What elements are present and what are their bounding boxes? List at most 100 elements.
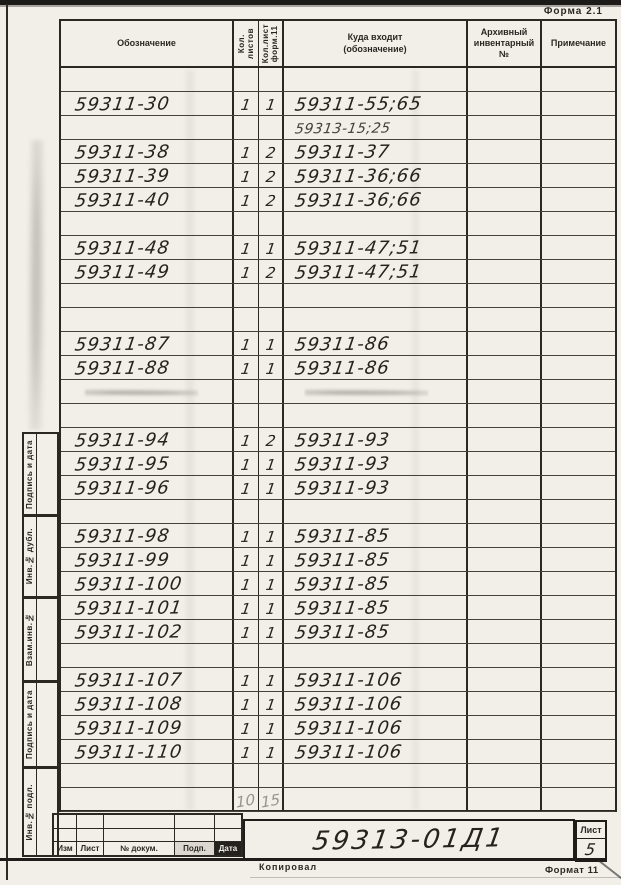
handwritten-value: 59311-49 (73, 261, 172, 284)
cell-included-in: 59311-47;51 (284, 260, 468, 284)
handwritten-value: 1 (239, 143, 253, 163)
cell-archive-number (468, 668, 542, 691)
cell-note (542, 68, 615, 91)
handwritten-value: 1 (239, 167, 253, 187)
cell-included-in (284, 764, 468, 787)
form-number-label: Форма 2.1 (543, 6, 603, 17)
cell-included-in (284, 644, 468, 667)
handwritten-value: 59311-110 (73, 741, 184, 764)
cell-included-in (284, 308, 468, 331)
table-row: 59311-98 1 1 59311-85 (61, 524, 615, 548)
handwritten-value: 1 (264, 575, 277, 595)
cell-designation: 59311-99 (61, 548, 234, 571)
cell-sheets-f11: 2 (259, 140, 284, 163)
cell-sheets-f11: 2 (259, 188, 284, 211)
table-row: 59311-100 1 1 59311-85 (61, 572, 615, 596)
cell-sheets-count: 1 (234, 716, 259, 739)
cell-designation: 59311-88 (61, 356, 234, 379)
cell-sheets-f11: 1 (259, 356, 284, 379)
cell-included-in (284, 788, 468, 811)
title-block-sheet-cell: Лист 5 (575, 820, 607, 862)
strip-label-cell: Взам.инв.№ (24, 599, 37, 680)
handwritten-value: 1 (239, 599, 253, 619)
cell-included-in: 59311-47;51 (284, 236, 468, 260)
cell-archive-number (468, 548, 542, 571)
table-row: 59313-15;25 (61, 116, 615, 140)
handwritten-value: 2 (264, 263, 277, 283)
cell-note (542, 236, 615, 259)
strip-label-cell: Инв.№ подл. (24, 769, 37, 855)
format-label: Формат 11 (545, 865, 599, 876)
cell-included-in: 59311-85 (284, 620, 468, 643)
handwritten-value: 59311-88 (73, 357, 172, 380)
cell-sheets-count (234, 212, 259, 235)
strip-section-inv-dubl: Инв.№ дубл. (22, 515, 59, 598)
cell-included-in: 59311-106 (284, 716, 468, 740)
handwritten-value: 1 (239, 623, 253, 643)
cell-included-in (284, 284, 468, 307)
cell-sheets-f11: 1 (259, 452, 284, 475)
cell-sheets-count: 1 (234, 596, 259, 619)
table-row (61, 284, 615, 308)
table-row: 59311-49 1 2 59311-47;51 (61, 260, 615, 284)
cell-note (542, 116, 615, 139)
table-header-row: Обозначение Кол. листов Кол.лист форм.11… (61, 21, 615, 68)
scan-bottom-artifact (250, 877, 621, 878)
revision-empty-row (54, 815, 241, 829)
cell-archive-number (468, 116, 542, 139)
cell-sheets-count (234, 764, 259, 787)
revision-labels-row: Изм Лист № докум. Подп. Дата (54, 842, 241, 856)
cell-note (542, 476, 615, 499)
cell-sheets-f11: 1 (259, 572, 284, 595)
cell-designation (61, 764, 234, 787)
cell-archive-number (468, 452, 542, 475)
cell-designation (61, 404, 234, 427)
handwritten-value: 59311-47;51 (293, 237, 424, 260)
cell-note (542, 500, 615, 523)
handwritten-value: 1 (264, 551, 277, 571)
handwritten-value: 1 (239, 671, 253, 691)
cell-sheets-count: 1 (234, 92, 259, 115)
cell-note (542, 140, 615, 163)
cell-note (542, 404, 615, 427)
handwritten-value: 59311-101 (73, 597, 184, 620)
handwritten-value: 1 (239, 695, 253, 715)
handwritten-value: 59311-37 (293, 141, 392, 164)
cell-note (542, 380, 615, 403)
cell-sheets-f11: 1 (259, 596, 284, 619)
cell-included-in: 59311-55;65 (284, 92, 468, 116)
margin-smudge (28, 140, 46, 430)
header-included-in: Куда входит (обозначение) (284, 21, 468, 66)
title-block-document-number-cell: 59313-01Д1 (243, 819, 575, 860)
cell-designation: 59311-95 (61, 452, 234, 475)
handwritten-value: 1 (264, 359, 277, 379)
cell-sheets-count: 1 (234, 236, 259, 259)
cell-sheets-count: 1 (234, 452, 259, 475)
cell-sheets-count (234, 404, 259, 427)
handwritten-value: 59311-109 (73, 717, 184, 740)
handwritten-value: 59311-36;66 (293, 189, 424, 212)
cell-included-in: 59311-85 (284, 572, 468, 595)
cell-sheets-count: 1 (234, 620, 259, 643)
cell-archive-number (468, 68, 542, 91)
cell-sheets-f11: 1 (259, 548, 284, 571)
table-row (61, 500, 615, 524)
cell-sheets-count: 1 (234, 188, 259, 211)
handwritten-value: 1 (264, 599, 277, 619)
header-note: Примечание (550, 37, 607, 48)
table-row: 59311-99 1 1 59311-85 (61, 548, 615, 572)
cell-note (542, 452, 615, 475)
handwritten-value: 59311-40 (73, 189, 172, 212)
handwritten-value: 59311-93 (293, 477, 392, 500)
handwritten-value: 1 (264, 335, 277, 355)
handwritten-value: 59311-102 (73, 621, 184, 644)
strip-label-cell: Инв.№ дубл. (24, 517, 37, 596)
header-sheets-f11: Кол.лист форм.11 (259, 21, 284, 66)
handwritten-value: 2 (264, 167, 277, 187)
cell-included-in: 59311-36;66 (284, 188, 468, 212)
strip-label: Инв.№ подл. (25, 783, 35, 841)
pencil-total-value: 10 (235, 790, 257, 812)
cell-note (542, 332, 615, 355)
cell-designation: 59311-98 (61, 524, 234, 547)
cell-sheets-f11 (259, 308, 284, 331)
